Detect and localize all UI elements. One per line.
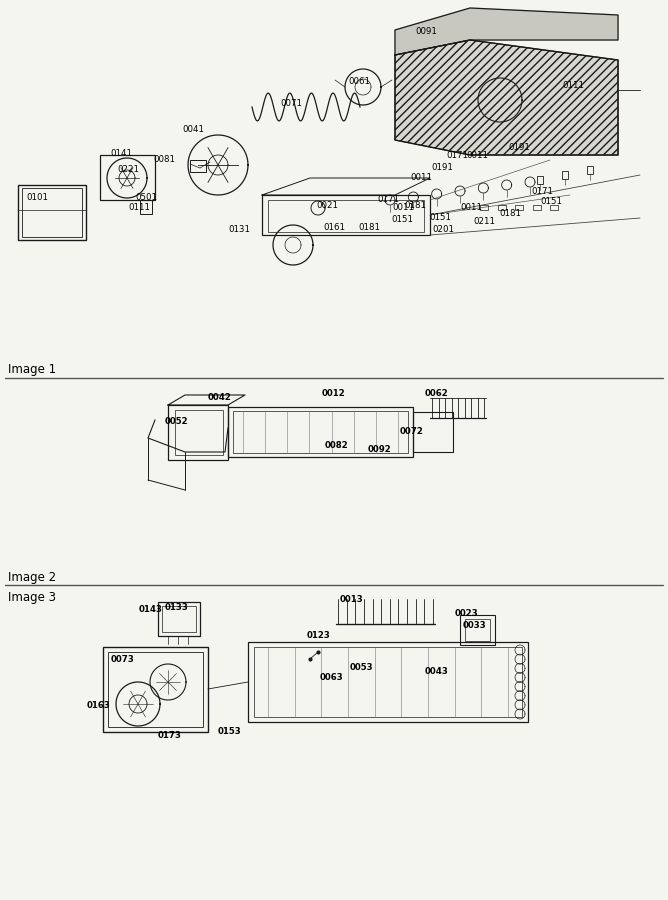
Bar xyxy=(413,412,453,452)
Text: 0071: 0071 xyxy=(280,100,302,109)
Text: 0211: 0211 xyxy=(473,218,495,227)
Bar xyxy=(18,185,86,240)
Text: 0072: 0072 xyxy=(400,428,424,436)
Text: 0143: 0143 xyxy=(139,605,163,614)
Text: 0042: 0042 xyxy=(208,392,232,401)
Text: 0151: 0151 xyxy=(540,197,562,206)
Text: 0171: 0171 xyxy=(377,195,399,204)
Bar xyxy=(103,647,208,732)
Bar xyxy=(562,171,568,179)
Bar xyxy=(108,652,203,727)
Text: 0181: 0181 xyxy=(358,223,380,232)
Bar xyxy=(537,176,543,184)
Bar xyxy=(175,410,223,455)
Text: 0123: 0123 xyxy=(307,632,331,641)
Text: Image 2: Image 2 xyxy=(8,571,56,583)
Text: 0221: 0221 xyxy=(117,166,139,175)
Text: 0021: 0021 xyxy=(316,201,338,210)
Text: 0181: 0181 xyxy=(404,201,426,210)
Bar xyxy=(140,200,152,214)
Bar xyxy=(168,405,228,460)
Bar xyxy=(480,205,488,210)
Text: 0111: 0111 xyxy=(562,82,584,91)
Text: 0171: 0171 xyxy=(446,150,468,159)
Bar xyxy=(550,205,558,210)
Text: 0101: 0101 xyxy=(26,194,48,202)
Bar xyxy=(22,188,82,237)
Bar xyxy=(498,205,506,210)
Bar xyxy=(465,619,490,641)
Text: Image 1: Image 1 xyxy=(8,364,56,376)
Text: 0161: 0161 xyxy=(323,223,345,232)
Bar xyxy=(587,166,593,174)
Text: 0151: 0151 xyxy=(429,213,451,222)
Text: 0171: 0171 xyxy=(531,186,553,195)
Text: 0012: 0012 xyxy=(322,389,346,398)
Text: 0011: 0011 xyxy=(410,174,432,183)
Bar xyxy=(162,606,196,632)
Bar xyxy=(158,602,200,636)
Text: 0141: 0141 xyxy=(110,148,132,157)
Text: 0201: 0201 xyxy=(432,226,454,235)
Text: 0131: 0131 xyxy=(228,226,250,235)
Bar xyxy=(262,195,430,235)
Text: 0163: 0163 xyxy=(87,701,111,710)
Text: 0082: 0082 xyxy=(325,442,349,451)
Bar xyxy=(515,205,523,210)
Bar xyxy=(190,160,206,172)
Text: 0091: 0091 xyxy=(415,28,437,37)
Bar xyxy=(268,200,424,232)
Text: 0043: 0043 xyxy=(425,667,449,676)
Text: 0191: 0191 xyxy=(431,164,453,173)
Text: 0151: 0151 xyxy=(391,215,413,224)
Text: 0011: 0011 xyxy=(460,203,482,212)
Text: 0013: 0013 xyxy=(340,596,364,605)
Text: 0053: 0053 xyxy=(350,663,373,672)
Text: 0153: 0153 xyxy=(218,727,242,736)
Text: 0191: 0191 xyxy=(508,143,530,152)
Text: 0041: 0041 xyxy=(182,125,204,134)
Text: 0173: 0173 xyxy=(158,732,182,741)
Bar xyxy=(460,615,495,645)
Text: 0501: 0501 xyxy=(135,194,157,202)
Bar xyxy=(233,411,408,453)
Text: 0081: 0081 xyxy=(153,156,175,165)
Text: 0133: 0133 xyxy=(165,604,189,613)
Text: 0011: 0011 xyxy=(466,150,488,159)
Polygon shape xyxy=(395,40,618,155)
Bar xyxy=(228,407,413,457)
Bar xyxy=(532,205,540,210)
Bar xyxy=(248,642,528,722)
Text: 0033: 0033 xyxy=(463,622,487,631)
Polygon shape xyxy=(395,8,618,55)
Text: 0052: 0052 xyxy=(165,418,188,427)
Text: 0063: 0063 xyxy=(320,673,344,682)
Text: 0011: 0011 xyxy=(392,203,414,212)
Text: 0062: 0062 xyxy=(425,389,449,398)
Bar xyxy=(100,155,155,200)
Text: 0181: 0181 xyxy=(499,209,521,218)
Text: 0073: 0073 xyxy=(111,655,135,664)
Text: 0061: 0061 xyxy=(348,76,370,86)
Bar xyxy=(254,647,522,717)
Text: 0111: 0111 xyxy=(128,202,150,211)
Text: 0023: 0023 xyxy=(455,608,479,617)
Text: 0092: 0092 xyxy=(368,445,391,454)
Text: Image 3: Image 3 xyxy=(8,590,56,604)
